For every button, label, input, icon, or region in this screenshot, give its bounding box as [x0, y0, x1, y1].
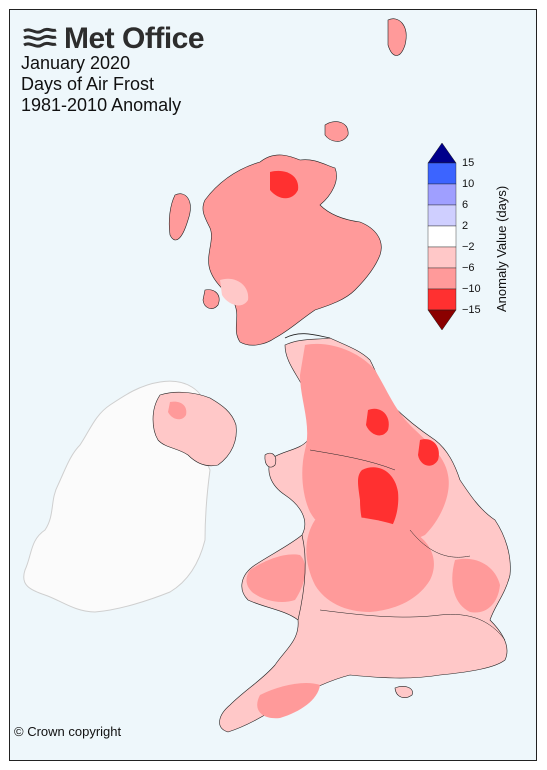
legend-tick-15: 15 [462, 157, 475, 169]
colorbar-band-neg6-neg2 [427, 246, 457, 269]
shetland [387, 18, 407, 56]
isle-of-man [264, 452, 277, 468]
orkney [324, 121, 349, 142]
regional-boundary-1 [309, 449, 396, 471]
legend-tick-10: 10 [462, 178, 475, 190]
colorbar-band-6-10 [427, 183, 457, 206]
southwest-zone [257, 683, 320, 719]
colorbar-band-10-15 [427, 162, 457, 185]
colorbar-below-neg15-arrow [427, 309, 457, 331]
brand-name: Met Office [64, 22, 205, 55]
map-title: January 2020 Days of Air Frost 1981-2010… [21, 53, 181, 116]
legend-tick-neg2: −2 [462, 241, 475, 253]
midlands-zone [306, 516, 434, 612]
colorbar-band-neg10-neg6 [427, 267, 457, 290]
regional-boundary-2 [319, 609, 506, 641]
colorbar-band-neg15-neg10 [427, 288, 457, 311]
north-pennines-hotspot [366, 408, 389, 436]
scotland-pale-area [220, 278, 249, 306]
met-office-wave-logo [23, 27, 57, 48]
north-york-moors-hotspot [418, 439, 439, 466]
title-month: January 2020 [21, 53, 131, 73]
scotland-north-hotspot [270, 170, 299, 199]
northern-england-zone [300, 343, 449, 547]
legend-tick-neg15: −15 [462, 304, 481, 316]
legend-tick-2: 2 [462, 220, 469, 232]
inner-hebrides [202, 289, 220, 309]
legend-tick-neg6: −6 [462, 262, 475, 274]
wales-border [297, 534, 306, 621]
colorbar-above-15-arrow [427, 142, 457, 164]
scotland-england-border [284, 333, 331, 339]
wales-zone [246, 554, 306, 603]
copyright-notice: © Crown copyright [14, 724, 122, 739]
regional-boundary-3 [409, 529, 471, 558]
outer-hebrides [168, 193, 191, 241]
northern-ireland-patch [168, 401, 187, 420]
colorbar-band-neg2-2 [427, 225, 457, 248]
met-office-logo: Met Office [22, 22, 205, 56]
colorbar-band-2-6 [427, 204, 457, 227]
legend-tick-neg10: −10 [462, 283, 481, 295]
title-baseline: 1981-2010 Anomaly [21, 95, 182, 115]
legend-tick-6: 6 [462, 199, 469, 211]
title-variable: Days of Air Frost [21, 74, 155, 94]
isle-of-wight [394, 686, 413, 698]
legend-title: Anomaly Value (days) [494, 185, 509, 312]
east-anglia-zone [452, 558, 500, 613]
